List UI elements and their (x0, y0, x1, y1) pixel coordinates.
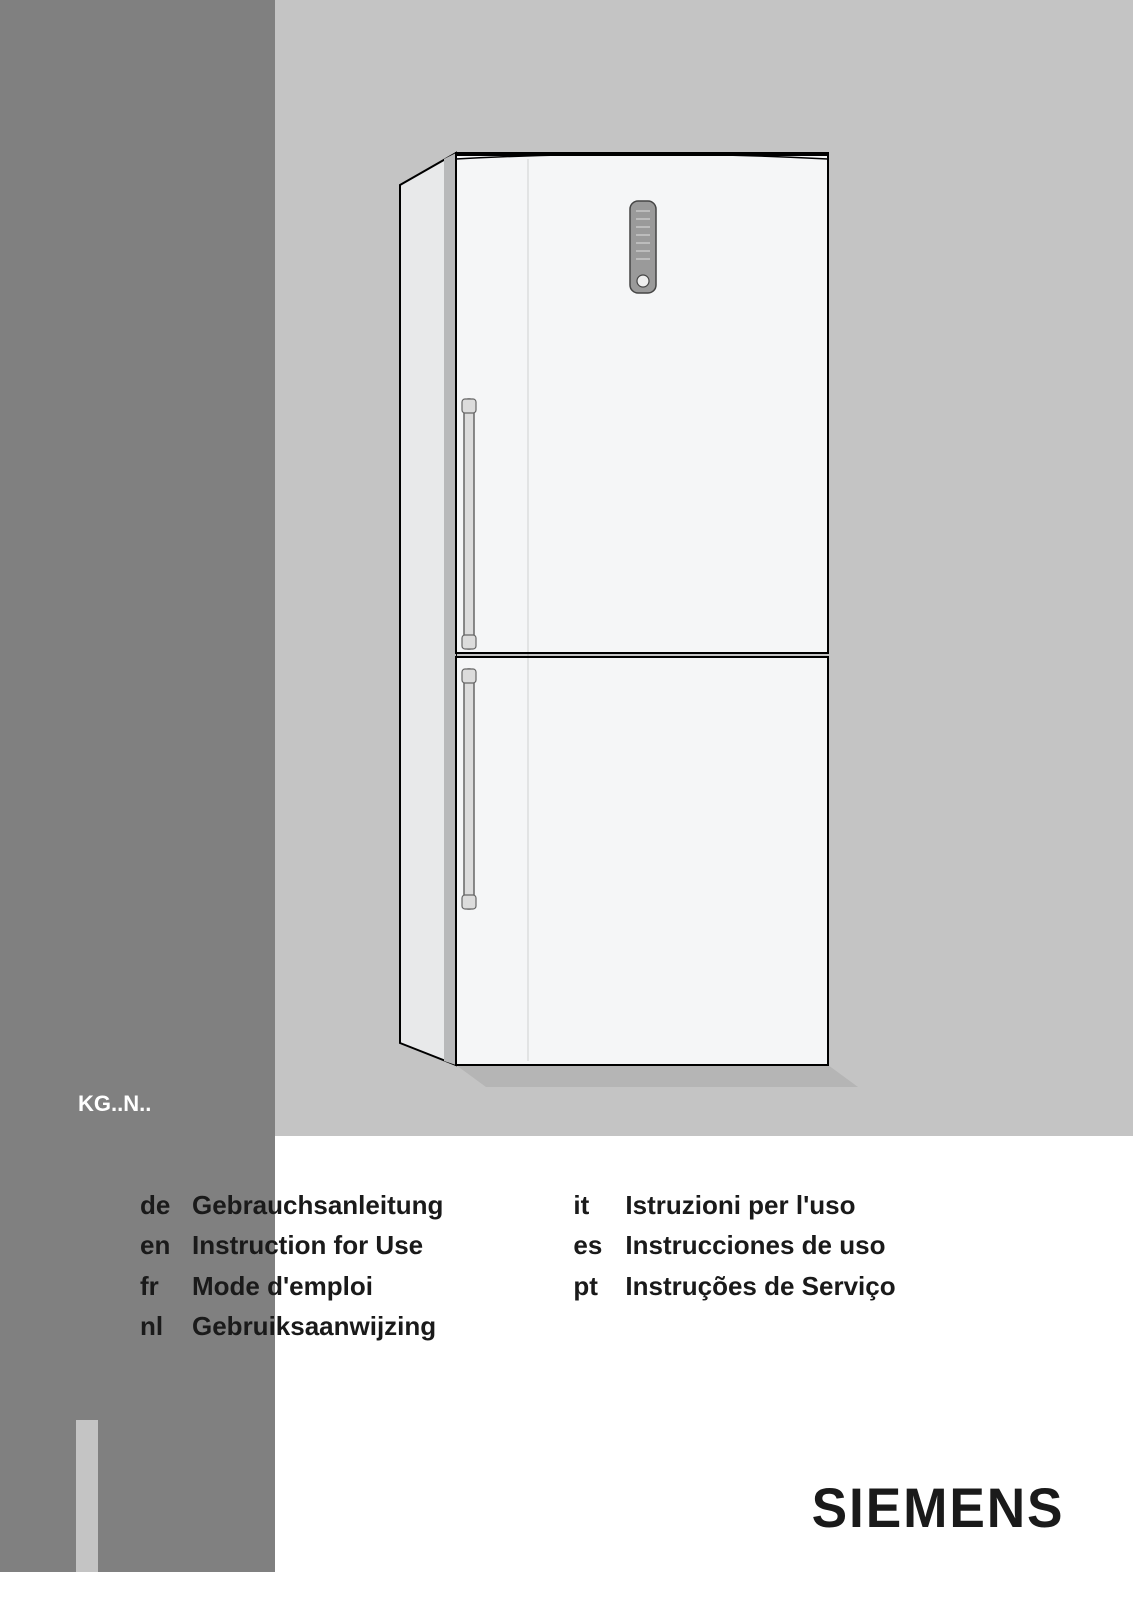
lang-name: Instruções de Serviço (625, 1266, 895, 1306)
product-illustration (398, 145, 860, 1095)
brand-logo: SIEMENS (812, 1475, 1065, 1540)
lang-code: it (573, 1185, 611, 1225)
lang-row: fr Mode d'emploi (140, 1266, 443, 1306)
corner-bar (96, 1136, 118, 1572)
lang-row: en Instruction for Use (140, 1225, 443, 1265)
lang-code: es (573, 1225, 611, 1265)
lang-name: Instrucciones de uso (625, 1225, 885, 1265)
model-number-label: KG..N.. (78, 1091, 151, 1117)
lang-row: it Istruzioni per l'uso (573, 1185, 895, 1225)
lang-row: pt Instruções de Serviço (573, 1266, 895, 1306)
lang-row: es Instrucciones de uso (573, 1225, 895, 1265)
lang-name: Mode d'emploi (192, 1266, 373, 1306)
lang-name: Gebruiksaanwijzing (192, 1306, 436, 1346)
lang-code: fr (140, 1266, 178, 1306)
lang-name: Instruction for Use (192, 1225, 423, 1265)
lang-name: Istruzioni per l'uso (625, 1185, 855, 1225)
language-list: de Gebrauchsanleitung en Instruction for U… (140, 1185, 896, 1346)
manual-cover-page: KG..N.. (0, 0, 1133, 1600)
accent-line (76, 1420, 98, 1572)
lang-code: de (140, 1185, 178, 1225)
lang-row: nl Gebruiksaanwijzing (140, 1306, 443, 1346)
lang-code: pt (573, 1266, 611, 1306)
language-column-1: de Gebrauchsanleitung en Instruction for U… (140, 1185, 443, 1346)
lang-code: nl (140, 1306, 178, 1346)
language-column-2: it Istruzioni per l'uso es Instrucciones d… (573, 1185, 895, 1346)
lang-name: Gebrauchsanleitung (192, 1185, 443, 1225)
lang-code: en (140, 1225, 178, 1265)
lang-row: de Gebrauchsanleitung (140, 1185, 443, 1225)
